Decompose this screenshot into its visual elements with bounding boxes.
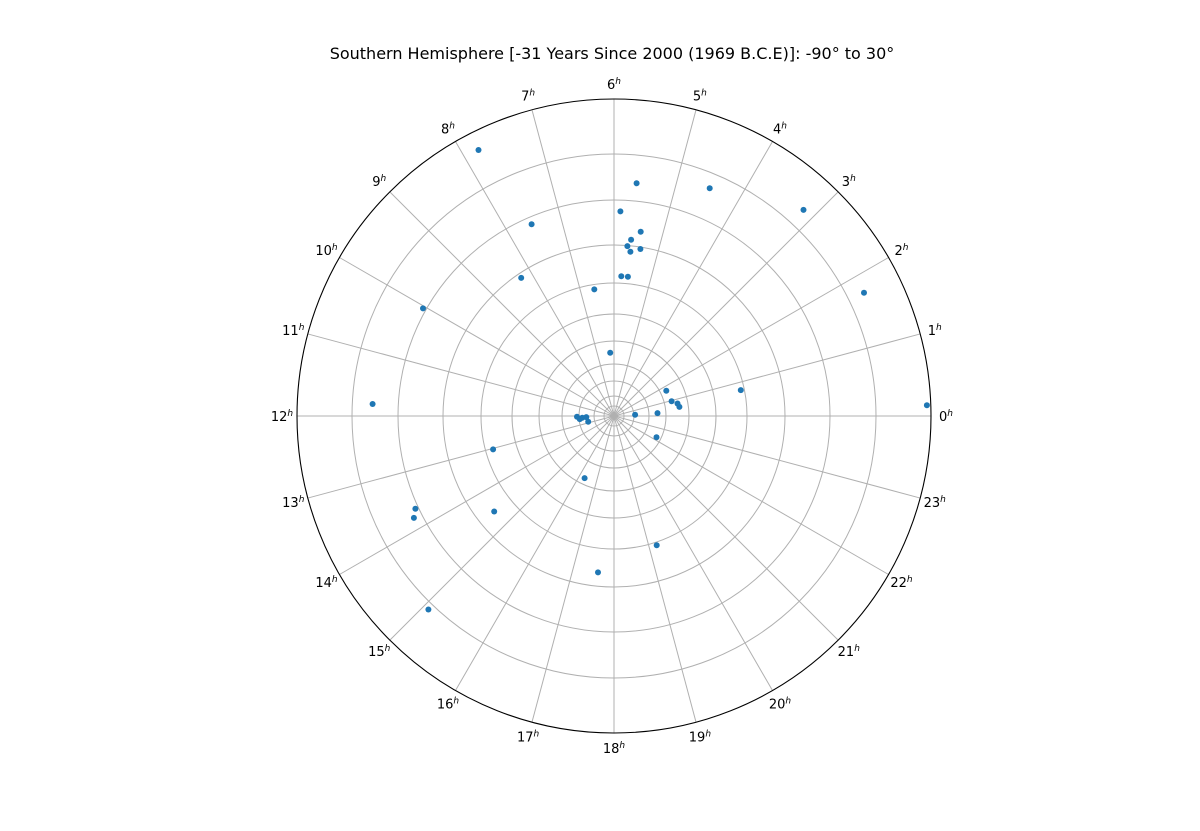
star-point [663,387,670,394]
grid-spoke [339,415,615,575]
star-point [674,400,681,407]
grid-spoke [389,191,615,417]
star-point [420,305,426,312]
star-point [581,475,588,482]
star-point [624,273,631,280]
grid-spoke [613,415,839,641]
star-point [627,248,634,255]
star-point [800,206,807,213]
grid-spoke [455,141,615,417]
star-point [410,514,417,521]
star-point [637,228,644,235]
hour-tick-label: 7h [521,88,535,104]
hour-tick-label: 9h [372,174,386,190]
grid-spoke [531,109,615,417]
hour-tick-label: 13h [282,495,305,511]
star-point [595,569,601,576]
grid-spoke [613,415,889,575]
star-point [591,286,598,293]
star-point [633,180,640,187]
star-point [618,273,625,280]
star-point [706,185,713,192]
hour-tick-label: 22h [890,575,913,591]
hour-tick-label: 23h [924,495,947,511]
hour-labels: 0h 1h 2h 3h 4h 5h 6h 7h 8h 9h 10h 11h 12h 13h 14h 15h 16… [271,77,953,757]
hour-tick-label: 12h [271,409,294,425]
star-point [528,221,535,228]
grid-spoke [339,257,615,417]
grid-spoke [455,415,615,691]
hour-tick-label: 5h [693,88,707,104]
star-point [518,274,525,281]
star-point [585,418,592,425]
outer-boundary [296,98,932,734]
star-point [737,387,744,394]
grid-spoke [613,191,839,417]
star-point [607,349,614,356]
star-point [628,236,635,243]
chart-title: Southern Hemisphere [-31 Years Since 200… [330,44,895,63]
grid-spoke [531,415,615,723]
hour-tick-label: 8h [441,122,455,138]
grid-spoke [613,415,773,691]
grid-spoke [307,415,615,499]
grid-spoke [613,333,921,417]
grid-spoke [307,333,615,417]
star-point [576,416,583,423]
star-point [632,411,639,418]
star-point [923,402,930,409]
hour-tick-label: 19h [689,730,712,746]
grid-spoke [389,415,615,641]
hour-tick-label: 10h [315,243,338,259]
star-point [624,243,631,250]
hour-tick-label: 20h [769,697,792,713]
star-point [490,446,497,453]
hour-tick-label: 15h [368,644,391,660]
hour-tick-label: 21h [838,644,861,660]
grid-spoke [613,415,921,499]
hour-tick-label: 2h [895,243,909,259]
star-point [668,398,675,405]
grid-spoke [613,415,697,723]
star-point [369,401,376,407]
star-point [654,410,661,417]
hour-tick-label: 1h [928,323,942,339]
star-point [475,147,482,153]
star-points [369,147,930,613]
hour-tick-label: 11h [282,323,305,339]
hour-tick-label: 14h [315,575,338,591]
star-point [583,414,590,421]
hour-tick-label: 18h [603,741,626,757]
grid-spoke [613,109,697,417]
grid-spoke [613,257,889,417]
star-point [412,505,419,512]
hour-tick-label: 16h [437,697,460,713]
star-point [491,508,498,515]
star-point [653,542,660,549]
star-point [425,606,432,613]
star-point [861,289,867,296]
hour-tick-label: 17h [517,730,540,746]
star-point [653,434,660,441]
hour-tick-label: 6h [607,77,621,93]
hour-tick-label: 3h [842,174,856,190]
grid-spoke [613,141,773,417]
hour-tick-label: 4h [773,122,787,138]
polar-grid [296,98,932,734]
star-point [637,246,644,252]
hour-tick-label: 0h [939,409,953,425]
star-point [617,208,624,215]
